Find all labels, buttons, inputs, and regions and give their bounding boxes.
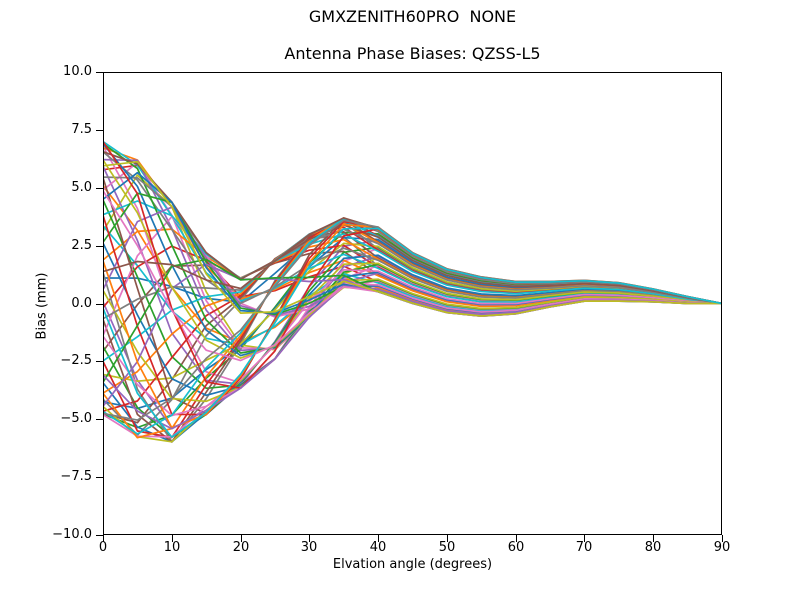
y-tick-mark [96,130,103,131]
x-tick-mark [103,535,104,542]
x-tick-label: 20 [232,540,250,555]
x-tick-mark [516,535,517,542]
y-tick-label: 7.5 [71,122,92,137]
chart-title: Antenna Phase Biases: QZSS-L5 [284,44,541,63]
y-tick-label: −7.5 [60,469,92,484]
plot-area [103,72,722,535]
y-tick-mark [96,304,103,305]
y-tick-mark [96,535,103,536]
y-tick-label: 0.0 [71,296,92,311]
y-tick-label: 10.0 [63,64,92,79]
x-tick-label: 40 [369,540,387,555]
bias-line [103,160,722,317]
chart-suptitle: GMXZENITH60PRO NONE [308,7,517,26]
x-tick-mark [378,535,379,542]
y-tick-mark [96,477,103,478]
x-tick-mark [309,535,310,542]
x-tick-label: 10 [163,540,181,555]
y-tick-mark [96,188,103,189]
bias-line [103,278,722,403]
bias-line [103,200,722,305]
y-tick-label: 5.0 [71,180,92,195]
y-tick-mark [96,72,103,73]
x-tick-mark [241,535,242,542]
x-tick-mark [447,535,448,542]
x-tick-label: 80 [644,540,662,555]
x-tick-label: 60 [507,540,525,555]
x-tick-mark [722,535,723,542]
x-tick-label: 30 [300,540,318,555]
bias-lines-canvas [103,72,722,535]
axes-frame [103,72,722,535]
x-tick-mark [653,535,654,542]
y-tick-label: −10.0 [52,527,92,542]
y-tick-mark [96,419,103,420]
x-tick-mark [584,535,585,542]
x-tick-label: 90 [713,540,731,555]
y-tick-label: 2.5 [71,238,92,253]
y-tick-label: −5.0 [60,411,92,426]
x-tick-label: 50 [438,540,456,555]
bias-line [103,283,722,417]
x-tick-label: 0 [98,540,108,555]
x-tick-mark [172,535,173,542]
x-axis-label: Elvation angle (degrees) [332,557,493,572]
y-tick-mark [96,361,103,362]
bias-line [103,227,722,438]
bias-line [103,150,722,305]
y-tick-label: −2.5 [60,353,92,368]
x-tick-label: 70 [575,540,593,555]
y-tick-mark [96,246,103,247]
